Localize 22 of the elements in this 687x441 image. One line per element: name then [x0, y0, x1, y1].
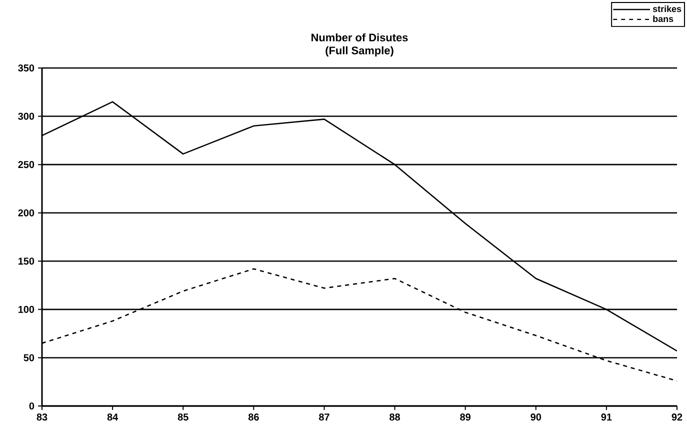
legend-label: bans: [653, 15, 674, 22]
y-tick-label: 150: [18, 258, 34, 265]
x-tick-label: 87: [318, 414, 330, 421]
x-tick-label: 86: [248, 414, 259, 421]
y-tick-label: 200: [18, 209, 34, 216]
x-tick-label: 83: [36, 414, 48, 421]
y-tick-label: 50: [24, 354, 34, 362]
chart-subtitle: (Full Sample): [326, 46, 394, 56]
x-tick-label: 89: [460, 414, 471, 421]
x-tick-label: 84: [107, 414, 118, 421]
x-tick-label: 92: [672, 414, 682, 421]
x-tick-label: 88: [390, 414, 400, 421]
x-tick-label: 91: [601, 414, 612, 421]
y-tick-label: 350: [18, 64, 34, 72]
x-tick-label: 85: [178, 414, 188, 421]
y-tick-label: 300: [18, 112, 34, 120]
legend-label: strikes: [652, 5, 682, 12]
y-tick-label: 100: [18, 306, 34, 313]
chart-title: Number of Disutes: [312, 33, 408, 42]
y-tick-label: 250: [18, 161, 34, 168]
x-tick-label: 90: [530, 414, 542, 421]
y-tick-label: 0: [29, 402, 34, 410]
